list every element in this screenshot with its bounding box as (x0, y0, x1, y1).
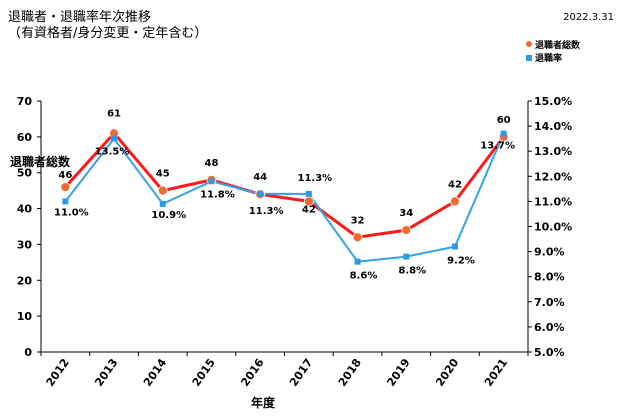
point-rate (159, 200, 166, 207)
point-rate (500, 130, 507, 137)
data-label-rate: 11.0% (54, 207, 89, 218)
y-tick-label-right: 15.0% (534, 95, 572, 108)
y-tick-label-left: 30 (17, 238, 33, 251)
series-line-rate (64, 133, 505, 263)
y-tick-label-right: 13.0% (534, 145, 572, 158)
y-tick-label-right: 11.0% (534, 195, 572, 208)
data-label-totals: 42 (302, 204, 316, 215)
y-tick-label-left: 60 (17, 131, 33, 144)
point-totals (450, 196, 460, 207)
data-label-rate: 11.8% (200, 189, 235, 200)
data-label-totals: 46 (58, 170, 72, 181)
point-rate (354, 258, 361, 265)
point-totals (157, 185, 168, 196)
point-rate (305, 190, 312, 197)
data-label-rate: 8.6% (350, 271, 378, 282)
data-label-rate: 8.8% (398, 266, 426, 277)
y-tick-label-right: 14.0% (534, 120, 572, 133)
x-tick-label: 2018 (336, 356, 364, 389)
point-rate (403, 253, 410, 260)
x-tick-label: 2014 (141, 356, 169, 389)
data-label-rate: 11.3% (249, 206, 284, 217)
point-rate (451, 243, 458, 250)
point-totals (401, 225, 412, 235)
x-tick-label: 2021 (482, 356, 510, 389)
data-label-rate: 9.2% (447, 256, 475, 267)
y-axis-title: 退職者総数 (10, 154, 71, 169)
date-label: 2022.3.31 (563, 12, 614, 23)
y-tick-label-right: 7.0% (534, 296, 565, 309)
data-label-totals: 45 (156, 169, 170, 180)
chart-title: 退職者・退職率年次推移 (8, 10, 152, 25)
y-tick-label-left: 0 (24, 346, 32, 359)
y-tick-label-left: 20 (17, 274, 33, 287)
x-tick-label: 2016 (238, 356, 266, 389)
x-tick-label: 2017 (287, 356, 315, 389)
x-axis-title: 年度 (251, 395, 276, 410)
y-tick-label-left: 70 (17, 95, 33, 108)
point-rate (62, 198, 69, 205)
data-label-totals: 34 (399, 208, 413, 219)
data-label-rate: 10.9% (151, 210, 186, 221)
point-totals (303, 196, 314, 207)
y-tick-label-right: 5.0% (534, 346, 565, 359)
data-label-totals: 60 (497, 115, 511, 126)
data-label-rate: 11.3% (297, 173, 332, 184)
y-tick-label-right: 12.0% (534, 170, 572, 183)
data-label-rate: 13.5% (95, 147, 130, 158)
x-tick-label: 2019 (384, 356, 412, 389)
data-label-totals: 61 (107, 108, 121, 119)
y-tick-label-left: 50 (17, 167, 33, 180)
point-rate (111, 135, 118, 142)
y-tick-label-right: 8.0% (534, 271, 565, 284)
point-totals (352, 232, 363, 243)
legend-label-totals: 退職者総数 (535, 39, 581, 51)
y-tick-label-right: 6.0% (534, 321, 565, 334)
legend-marker-rate (526, 55, 532, 61)
x-tick-label: 2015 (190, 356, 218, 389)
x-tick-label: 2020 (433, 356, 461, 389)
legend-marker-totals (526, 41, 532, 47)
data-label-totals: 48 (204, 158, 218, 169)
point-totals (60, 182, 71, 192)
data-label-totals: 44 (253, 172, 267, 183)
chart-subtitle: （有資格者/身分変更・定年含む） (8, 26, 208, 41)
point-rate (257, 190, 264, 197)
y-tick-label-right: 9.0% (534, 246, 565, 259)
legend-label-rate: 退職率 (535, 52, 562, 64)
data-label-totals: 42 (448, 179, 462, 190)
series-line-totals (64, 131, 505, 239)
data-label-rate: 13.7% (480, 141, 515, 152)
data-label-totals: 32 (351, 215, 365, 226)
y-tick-label-left: 40 (17, 203, 33, 216)
y-tick-label-right: 10.0% (534, 221, 572, 234)
point-rate (208, 178, 215, 185)
x-tick-label: 2012 (44, 356, 72, 389)
x-tick-label: 2013 (92, 356, 120, 389)
y-tick-label-left: 10 (17, 310, 33, 323)
